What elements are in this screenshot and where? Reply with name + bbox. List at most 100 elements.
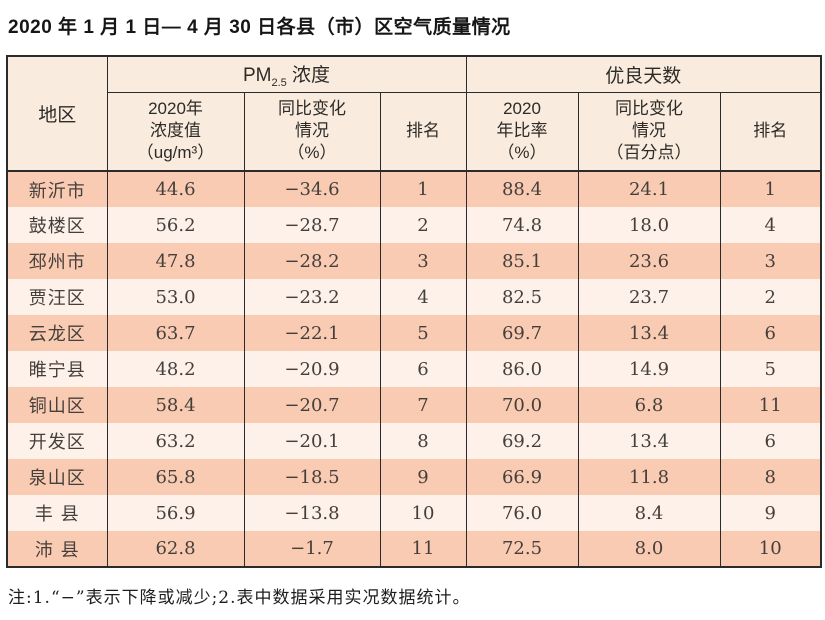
pm-change-cell: −23.2 [243, 279, 381, 315]
pm-rank-cell: 4 [379, 279, 467, 315]
footnote: 注:1.“−”表示下降或减少;2.表中数据采用实况数据统计。 [8, 588, 471, 608]
region-cell: 新沂市 [6, 170, 108, 207]
pm25-group-header: PM2.5 浓度 [106, 55, 467, 93]
ratio-change-cell: 13.4 [577, 315, 721, 351]
ratio-value-cell: 88.4 [465, 170, 579, 207]
pm-change-cell: −1.7 [243, 531, 381, 567]
ratio-rank-cell: 8 [719, 459, 822, 495]
pm-change-cell: −28.2 [243, 243, 381, 279]
table-row: 沛 县 62.8 −1.7 11 72.5 8.0 10 [6, 531, 822, 567]
ratio-change-cell: 8.4 [577, 495, 721, 531]
ratio-value-cell: 70.0 [465, 387, 579, 423]
region-cell: 鼓楼区 [6, 207, 108, 243]
pm-change-cell: −20.7 [243, 387, 381, 423]
pm-value-cell: 63.2 [106, 423, 245, 459]
pm-value-cell: 56.9 [106, 495, 245, 531]
pm-value-cell: 48.2 [106, 351, 245, 387]
ratio-rank-cell: 2 [719, 279, 822, 315]
table-header: 地区 PM2.5 浓度 优良天数 2020年 浓度值 （ug/m³） 同比变化 … [6, 55, 822, 172]
ratio-rank-cell: 1 [719, 170, 822, 207]
region-cell: 开发区 [6, 423, 108, 459]
region-cell: 云龙区 [6, 315, 108, 351]
pm-rank-cell: 7 [379, 387, 467, 423]
ratio-value-cell: 86.0 [465, 351, 579, 387]
ratio-value-column-header: 2020 年比率 （%） [465, 91, 579, 172]
header-sub-row: 2020年 浓度值 （ug/m³） 同比变化 情况 （%） 排名 2020 年比… [7, 91, 822, 172]
ratio-rank-cell: 4 [719, 207, 822, 243]
ratio-change-cell: 11.8 [577, 459, 721, 495]
region-cell: 邳州市 [6, 243, 108, 279]
region-cell: 贾汪区 [6, 279, 108, 315]
pm-value-cell: 63.7 [106, 315, 245, 351]
ratio-rank-cell: 6 [719, 315, 822, 351]
pm-value-column-header: 2020年 浓度值 （ug/m³） [106, 91, 245, 172]
good-days-group-header: 优良天数 [465, 55, 822, 93]
ratio-value-cell: 72.5 [465, 531, 579, 567]
pm-change-cell: −20.1 [243, 423, 381, 459]
pm-rank-cell: 2 [379, 207, 467, 243]
region-cell: 铜山区 [6, 387, 108, 423]
ratio-change-cell: 13.4 [577, 423, 721, 459]
ratio-value-cell: 69.2 [465, 423, 579, 459]
ratio-rank-cell: 11 [719, 387, 822, 423]
ratio-rank-cell: 9 [719, 495, 822, 531]
ratio-change-cell: 24.1 [577, 170, 721, 207]
ratio-change-cell: 18.0 [577, 207, 721, 243]
pm-rank-cell: 1 [379, 170, 467, 207]
pm-value-cell: 47.8 [106, 243, 245, 279]
table-row: 泉山区 65.8 −18.5 9 66.9 11.8 8 [6, 459, 822, 495]
page-title: 2020 年 1 月 1 日— 4 月 30 日各县（市）区空气质量情况 [8, 17, 511, 38]
ratio-change-cell: 8.0 [577, 531, 721, 567]
table-row: 铜山区 58.4 −20.7 7 70.0 6.8 11 [6, 387, 822, 423]
ratio-change-cell: 23.6 [577, 243, 721, 279]
pm-rank-column-header: 排名 [379, 91, 467, 172]
region-column-header: 地区 [6, 55, 108, 172]
pm-change-cell: −34.6 [243, 170, 381, 207]
pm-rank-cell: 9 [379, 459, 467, 495]
pm-change-cell: −18.5 [243, 459, 381, 495]
table-row: 丰 县 56.9 −13.8 10 76.0 8.4 9 [6, 495, 822, 531]
pm-change-cell: −13.8 [243, 495, 381, 531]
ratio-rank-cell: 3 [719, 243, 822, 279]
table-row: 睢宁县 48.2 −20.9 6 86.0 14.9 5 [6, 351, 822, 387]
region-cell: 沛 县 [6, 531, 108, 567]
pm-value-cell: 58.4 [106, 387, 245, 423]
pm-value-cell: 62.8 [106, 531, 245, 567]
ratio-change-cell: 14.9 [577, 351, 721, 387]
ratio-value-cell: 82.5 [465, 279, 579, 315]
table-body: 新沂市 44.6 −34.6 1 88.4 24.1 1 鼓楼区 56.2 −2… [6, 170, 822, 567]
air-quality-table: 地区 PM2.5 浓度 优良天数 2020年 浓度值 （ug/m³） 同比变化 … [6, 55, 822, 568]
ratio-rank-cell: 10 [719, 531, 822, 567]
pm-rank-cell: 3 [379, 243, 467, 279]
region-cell: 泉山区 [6, 459, 108, 495]
pm-value-cell: 44.6 [106, 170, 245, 207]
header-group-row: 地区 PM2.5 浓度 优良天数 [6, 55, 822, 172]
ratio-rank-column-header: 排名 [719, 91, 822, 172]
pm25-label-suffix: 浓度 [286, 64, 331, 86]
table-row: 开发区 63.2 −20.1 8 69.2 13.4 6 [6, 423, 822, 459]
ratio-value-cell: 76.0 [465, 495, 579, 531]
pm-rank-cell: 8 [379, 423, 467, 459]
pm25-label-prefix: PM [242, 64, 272, 86]
pm-rank-cell: 6 [379, 351, 467, 387]
pm-rank-cell: 10 [379, 495, 467, 531]
ratio-change-cell: 23.7 [577, 279, 721, 315]
pm-rank-cell: 11 [379, 531, 467, 567]
region-cell: 睢宁县 [6, 351, 108, 387]
pm-rank-cell: 5 [379, 315, 467, 351]
region-cell: 丰 县 [6, 495, 108, 531]
pm-value-cell: 65.8 [106, 459, 245, 495]
pm-change-cell: −22.1 [243, 315, 381, 351]
pm-change-column-header: 同比变化 情况 （%） [243, 91, 381, 172]
ratio-value-cell: 69.7 [465, 315, 579, 351]
ratio-value-cell: 66.9 [465, 459, 579, 495]
pm-change-cell: −28.7 [243, 207, 381, 243]
pm-value-cell: 56.2 [106, 207, 245, 243]
ratio-change-cell: 6.8 [577, 387, 721, 423]
ratio-rank-cell: 6 [719, 423, 822, 459]
ratio-rank-cell: 5 [719, 351, 822, 387]
pm-value-cell: 53.0 [106, 279, 245, 315]
table-row: 邳州市 47.8 −28.2 3 85.1 23.6 3 [6, 243, 822, 279]
ratio-change-column-header: 同比变化 情况 （百分点） [577, 91, 721, 172]
